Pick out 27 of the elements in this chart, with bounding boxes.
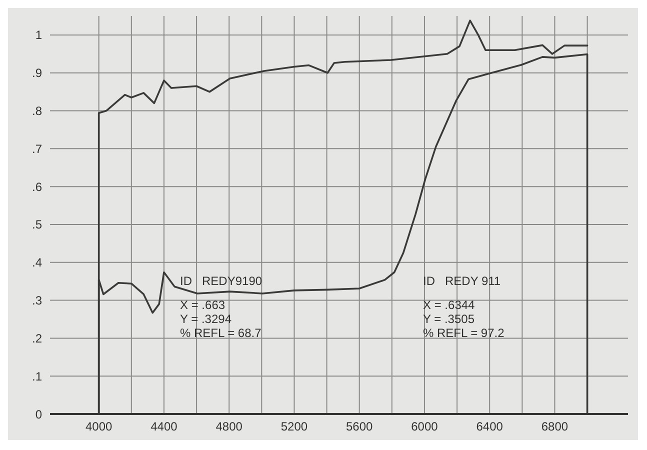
y-tick-label: .8 [32,104,42,118]
x-tick-label: 6000 [411,420,438,434]
y-tick-label: .7 [32,142,42,156]
y-tick-label: 1 [35,28,42,42]
y-tick-label: .1 [32,369,42,384]
y-tick-label: .4 [32,256,42,270]
annotation: Y = .3505 [423,312,476,326]
annotation: ID REDY9190 [180,274,262,288]
y-tick-label: .5 [32,218,42,232]
x-tick-label: 5200 [280,420,308,434]
y-tick-label: 0 [35,407,42,422]
annotation: X = .6344 [423,298,476,312]
x-tick-label: 4800 [216,420,243,434]
x-tick-label: 6400 [476,420,504,434]
y-tick-label: .9 [32,66,42,80]
y-tick-label: .6 [32,180,42,194]
x-tick-label: 5600 [346,420,374,434]
annotation: ID REDY 911 [423,274,502,288]
annotation: Y = .3294 [180,312,232,326]
annotation: X = .663 [180,298,226,312]
annotation: % REFL = 68.7 [180,326,262,340]
x-tick-label: 4400 [150,420,178,434]
annotation: % REFL = 97.2 [423,326,504,340]
y-tick-label: .2 [32,331,42,346]
x-tick-label: 6800 [541,420,568,434]
x-tick-label: 4000 [85,420,113,434]
y-tick-label: .3 [32,294,42,308]
